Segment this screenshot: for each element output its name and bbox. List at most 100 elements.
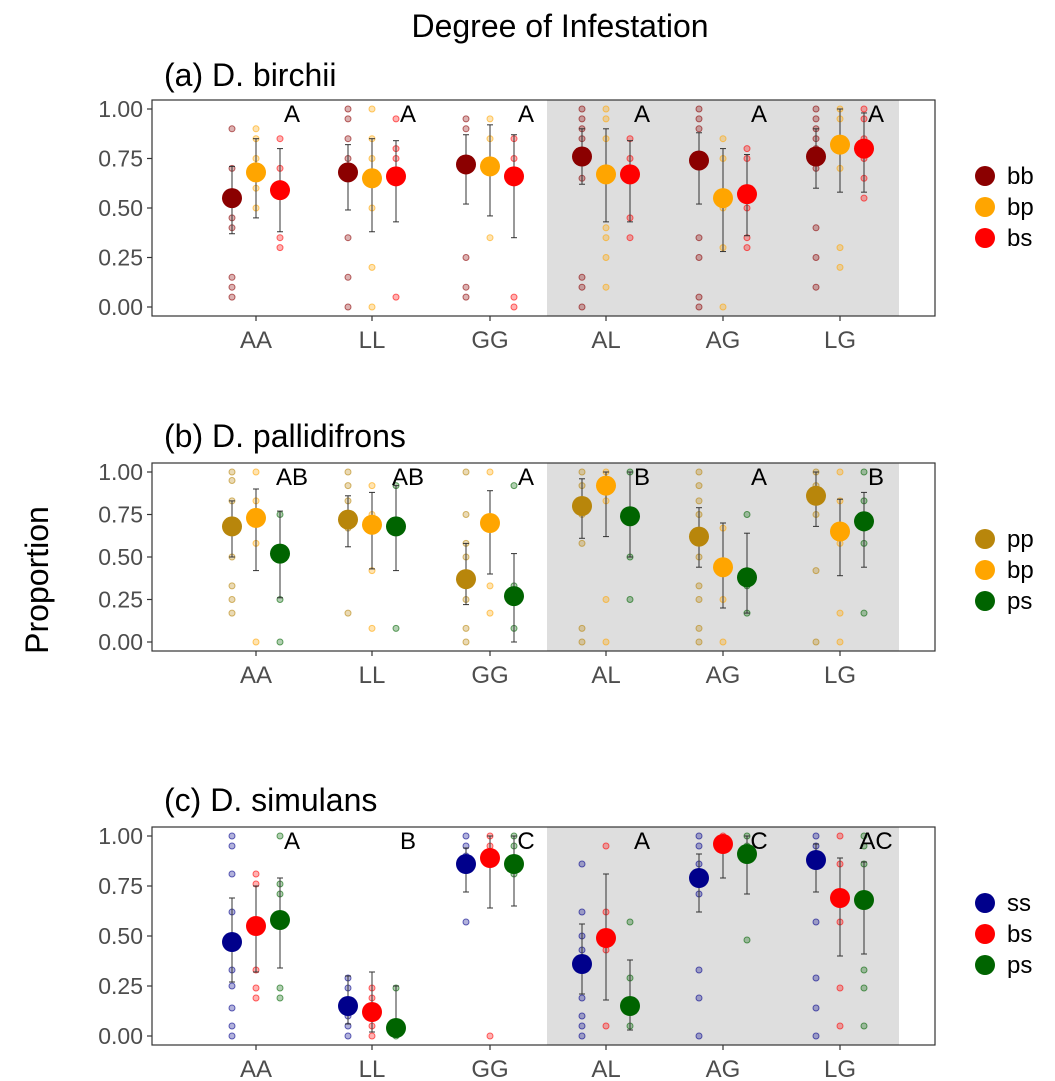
mean-point [480,848,500,868]
raw-point [228,982,236,990]
raw-point [368,105,376,113]
x-tick-label: AA [240,1056,272,1081]
raw-point [602,234,610,242]
raw-point [695,293,703,301]
x-tick-label: LG [824,327,856,354]
raw-point [486,468,494,476]
series-ps [270,468,874,646]
y-tick-label: 0.25 [98,245,143,271]
mean-point [270,910,290,930]
raw-point [228,842,236,850]
raw-point [719,638,727,646]
raw-point [578,283,586,291]
significance-letter: A [634,101,650,128]
series-bs [246,832,850,1040]
raw-point [860,609,868,617]
mean-point [620,996,640,1016]
mean-point [338,996,358,1016]
raw-point [228,1004,236,1012]
mean-point [246,162,266,183]
mean-point [222,516,242,537]
raw-point [276,832,284,840]
series-bp [246,468,850,646]
mean-point [596,164,616,185]
raw-point [578,115,586,123]
legend-label: pp [1007,526,1034,553]
raw-point [252,125,260,133]
x-tick-label: AA [240,327,272,354]
series-ss [222,832,826,1040]
mean-point [572,954,592,974]
raw-point [695,624,703,632]
significance-letter: A [284,828,300,855]
raw-point [695,234,703,242]
raw-point [812,918,820,926]
mean-point [362,514,382,535]
mean-point [222,932,242,952]
raw-point [602,115,610,123]
raw-point [344,105,352,113]
mean-point [830,888,850,908]
x-tick-label: LL [359,1056,386,1081]
mean-point [806,850,826,870]
raw-point [578,1032,586,1040]
significance-letter: C [750,828,767,855]
raw-point [812,974,820,982]
y-tick-label: 0.00 [98,294,143,320]
significance-letter: B [634,464,650,491]
x-tick-label: GG [471,662,508,689]
raw-point [812,1032,820,1040]
raw-point [695,596,703,603]
mean-point [713,188,733,209]
x-tick-label: AL [591,662,620,689]
raw-point [486,609,494,617]
y-tick-label: 0.50 [98,544,143,570]
significance-letter: AC [859,828,892,855]
raw-point [276,994,284,1002]
raw-point [486,234,494,242]
raw-point [860,966,868,974]
mean-point [854,890,874,910]
mean-point [596,475,616,496]
raw-point [578,994,586,1002]
raw-point [695,482,703,490]
legend-label: bp [1007,557,1034,584]
raw-point [392,115,400,123]
raw-point [252,994,260,1002]
x-tick-label: AL [591,1056,620,1081]
legend-label: ss [1007,890,1031,917]
raw-point [276,135,284,143]
raw-point [602,224,610,232]
raw-point [860,984,868,992]
raw-point [860,1022,868,1030]
raw-point [695,497,703,505]
series-pp [222,468,826,646]
x-tick-label: LG [824,662,856,689]
raw-point [228,477,236,484]
raw-point [578,273,586,281]
y-tick-label: 1.00 [98,459,143,485]
raw-point [228,273,236,281]
significance-letter: A [400,101,416,128]
raw-point [743,936,751,944]
x-tick-label: LL [359,662,386,689]
legend-label: bs [1007,921,1032,948]
raw-point [602,105,610,113]
raw-point [578,860,586,868]
raw-point [812,832,820,840]
legend-label: bb [1007,163,1034,190]
legend-key [975,955,995,975]
mean-point [270,543,290,564]
raw-point [836,609,844,617]
mean-point [456,154,476,175]
mean-point [830,521,850,542]
mean-point [806,146,826,167]
mean-point [737,184,757,205]
raw-point [462,254,470,261]
raw-point [228,609,236,617]
raw-point [695,638,703,646]
legend-label: ps [1007,952,1032,979]
y-tick-label: 0.00 [98,1023,143,1049]
mean-point [386,1018,406,1038]
